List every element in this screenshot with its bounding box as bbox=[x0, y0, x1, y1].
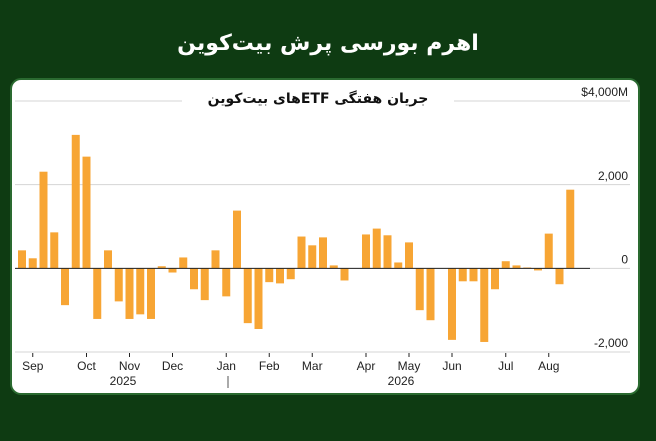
bar bbox=[491, 268, 499, 290]
x-tick-label: Apr bbox=[357, 359, 376, 373]
bar bbox=[50, 232, 59, 269]
bar bbox=[469, 268, 478, 282]
bar bbox=[394, 262, 403, 269]
bar bbox=[200, 268, 209, 301]
bar bbox=[28, 258, 37, 269]
bar bbox=[372, 228, 381, 269]
bar bbox=[340, 268, 349, 281]
bar bbox=[211, 250, 220, 269]
bar bbox=[93, 268, 102, 319]
bar bbox=[534, 268, 542, 271]
x-tick-label: Dec bbox=[162, 359, 183, 373]
bar bbox=[39, 171, 48, 269]
bar bbox=[297, 236, 306, 269]
chart: $4,000M 2,000 0 -2,000 Sep Oct Nov Dec Jan Feb Mar… bbox=[15, 85, 630, 388]
bar bbox=[104, 250, 112, 269]
bar bbox=[512, 265, 521, 269]
bar bbox=[319, 237, 327, 269]
bar bbox=[233, 210, 241, 269]
x-tick-label: Feb bbox=[259, 359, 280, 373]
bar bbox=[168, 268, 177, 273]
bar bbox=[114, 268, 123, 302]
x-tick-label: Mar bbox=[302, 359, 323, 373]
bar bbox=[276, 268, 284, 284]
x-tick-label: Oct bbox=[77, 359, 96, 373]
bar bbox=[18, 250, 26, 269]
bar bbox=[179, 257, 188, 269]
bar bbox=[458, 268, 467, 282]
y-tick-label: $4,000M bbox=[581, 85, 628, 99]
bar bbox=[71, 134, 80, 269]
bar bbox=[61, 268, 69, 306]
bar bbox=[405, 242, 413, 269]
bar bbox=[415, 268, 424, 311]
bar bbox=[125, 268, 134, 319]
x-tick-label: Jun bbox=[442, 359, 461, 373]
y-tick-label: 2,000 bbox=[598, 169, 628, 183]
x-tick-label: Aug bbox=[538, 359, 559, 373]
bar bbox=[448, 268, 456, 340]
bar bbox=[308, 245, 317, 269]
bar bbox=[265, 268, 274, 283]
bar bbox=[555, 268, 564, 285]
bar bbox=[362, 234, 370, 269]
chart-title: جریان هفتگی ETFهای بیت‌کوین bbox=[208, 90, 429, 107]
bar bbox=[157, 266, 166, 269]
bar bbox=[243, 268, 252, 324]
page-title: اهرم بورسی پرش بیت‌کوین bbox=[177, 31, 479, 56]
bar bbox=[501, 261, 510, 269]
y-tick-label: 0 bbox=[621, 253, 628, 267]
bar bbox=[480, 268, 489, 342]
year-label: 2026 bbox=[388, 374, 415, 388]
bar bbox=[329, 265, 338, 269]
bar bbox=[566, 189, 575, 269]
x-tick-label: Sep bbox=[22, 359, 44, 373]
x-tick-label: Jan bbox=[217, 359, 236, 373]
bar bbox=[136, 268, 145, 315]
x-tick-label: Nov bbox=[119, 359, 140, 373]
bar bbox=[426, 268, 435, 321]
bar bbox=[147, 268, 155, 319]
x-tick-label: Jul bbox=[498, 359, 513, 373]
y-tick-label: -2,000 bbox=[594, 336, 628, 350]
title-backdrop bbox=[182, 88, 454, 110]
bar bbox=[383, 235, 392, 269]
year-label: 2025 bbox=[110, 374, 137, 388]
bar bbox=[222, 268, 231, 297]
x-tick-label: May bbox=[398, 359, 421, 373]
bar bbox=[254, 268, 263, 329]
bar bbox=[190, 268, 198, 290]
bar bbox=[544, 233, 553, 269]
bar bbox=[82, 156, 91, 269]
bar bbox=[286, 268, 295, 280]
